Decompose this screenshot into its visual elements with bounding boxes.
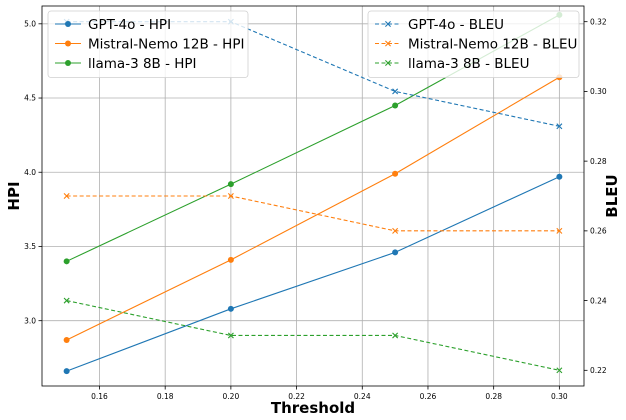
data-point bbox=[227, 181, 234, 188]
legend-marker bbox=[65, 40, 71, 47]
legend-marker bbox=[385, 40, 391, 47]
x-tick-label: 0.22 bbox=[288, 392, 305, 401]
y-left-tick-label: 4.5 bbox=[24, 94, 36, 103]
y-right-tick-label: 0.32 bbox=[590, 17, 607, 26]
plot-frame bbox=[41, 5, 585, 387]
legend-entry: Mistral-Nemo 12B - BLEU bbox=[375, 37, 577, 53]
y-left-tick-label: 3.0 bbox=[24, 316, 36, 325]
x-tick-label: 0.20 bbox=[223, 392, 240, 401]
legend-box bbox=[47, 10, 249, 78]
data-point bbox=[227, 256, 234, 263]
y-left-tick-label: 3.5 bbox=[24, 242, 36, 251]
legend-marker bbox=[385, 60, 391, 66]
data-point bbox=[556, 367, 563, 374]
series-line bbox=[66, 300, 560, 371]
legend-label: llama-3 8B - BLEU bbox=[408, 56, 529, 72]
legend-marker bbox=[65, 60, 71, 66]
legend-marker bbox=[385, 21, 391, 27]
y-right-axis-ticks: 0.22 0.24 0.26 0.28 0.30 0.32 bbox=[584, 17, 607, 375]
series-line bbox=[66, 176, 560, 372]
series-line bbox=[66, 195, 560, 232]
legend-entry: llama-3 8B - BLEU bbox=[375, 56, 529, 72]
y-right-tick-label: 0.24 bbox=[590, 296, 607, 305]
y-left-axis-title: HPI bbox=[5, 181, 23, 210]
legend-entry: Mistral-Nemo 12B - HPI bbox=[55, 37, 244, 53]
data-point bbox=[227, 305, 234, 312]
y-left-tick-label: 4.0 bbox=[24, 168, 36, 177]
data-point bbox=[63, 193, 70, 199]
data-point bbox=[63, 336, 70, 343]
series-mistral-nemo-12b-bleu bbox=[63, 193, 563, 234]
y-right-tick-label: 0.28 bbox=[590, 157, 607, 166]
data-point bbox=[63, 297, 70, 304]
y-right-tick-label: 0.30 bbox=[590, 87, 607, 96]
data-point bbox=[392, 249, 399, 256]
x-tick-label: 0.30 bbox=[551, 392, 568, 401]
series-line bbox=[66, 76, 560, 341]
data-point bbox=[392, 227, 399, 234]
y-right-tick-label: 0.26 bbox=[590, 227, 607, 236]
data-point bbox=[63, 368, 70, 375]
series-gpt-4o-hpi bbox=[63, 173, 563, 375]
legend-entry: GPT-4o - BLEU bbox=[375, 17, 504, 33]
x-tick-label: 0.16 bbox=[91, 392, 108, 401]
series-llama-3-8b-bleu bbox=[63, 297, 563, 374]
y-left-tick-label: 5.0 bbox=[24, 20, 36, 29]
legend-label: GPT-4o - BLEU bbox=[408, 17, 504, 33]
y-right-axis-title: BLEU bbox=[603, 174, 621, 217]
data-point bbox=[392, 170, 399, 177]
legend-label: GPT-4o - HPI bbox=[88, 17, 171, 33]
legend-label: Mistral-Nemo 12B - HPI bbox=[88, 37, 244, 53]
legend-marker bbox=[65, 21, 71, 27]
data-point bbox=[392, 332, 399, 339]
x-tick-label: 0.18 bbox=[157, 392, 174, 401]
legend-entry: GPT-4o - HPI bbox=[55, 17, 171, 33]
legend-entry: llama-3 8B - HPI bbox=[55, 56, 197, 72]
legend-box bbox=[367, 10, 580, 78]
legend-label: Mistral-Nemo 12B - BLEU bbox=[408, 37, 577, 53]
data-point bbox=[392, 102, 399, 109]
data-point bbox=[392, 88, 399, 95]
data-point bbox=[556, 123, 563, 130]
data-point bbox=[227, 193, 234, 199]
data-point bbox=[63, 258, 70, 265]
x-axis-ticks: 0.16 0.18 0.20 0.22 0.24 0.26 0.28 0.30 bbox=[91, 386, 568, 401]
x-tick-label: 0.24 bbox=[354, 392, 371, 401]
x-tick-label: 0.26 bbox=[420, 392, 437, 401]
x-axis-title: Threshold bbox=[271, 399, 355, 417]
data-point bbox=[556, 173, 563, 180]
legend-right: GPT-4o - BLEU Mistral-Nemo 12B - BLEU llam… bbox=[367, 10, 580, 78]
y-left-axis-ticks: 3.0 3.5 4.0 4.5 5.0 bbox=[24, 20, 42, 325]
x-tick-label: 0.28 bbox=[485, 392, 502, 401]
legend-label: llama-3 8B - HPI bbox=[88, 56, 197, 72]
data-point bbox=[556, 227, 563, 234]
y-right-tick-label: 0.22 bbox=[590, 366, 607, 375]
legend-left: GPT-4o - HPI Mistral-Nemo 12B - HPI llama-… bbox=[47, 10, 249, 78]
data-point bbox=[227, 332, 234, 339]
